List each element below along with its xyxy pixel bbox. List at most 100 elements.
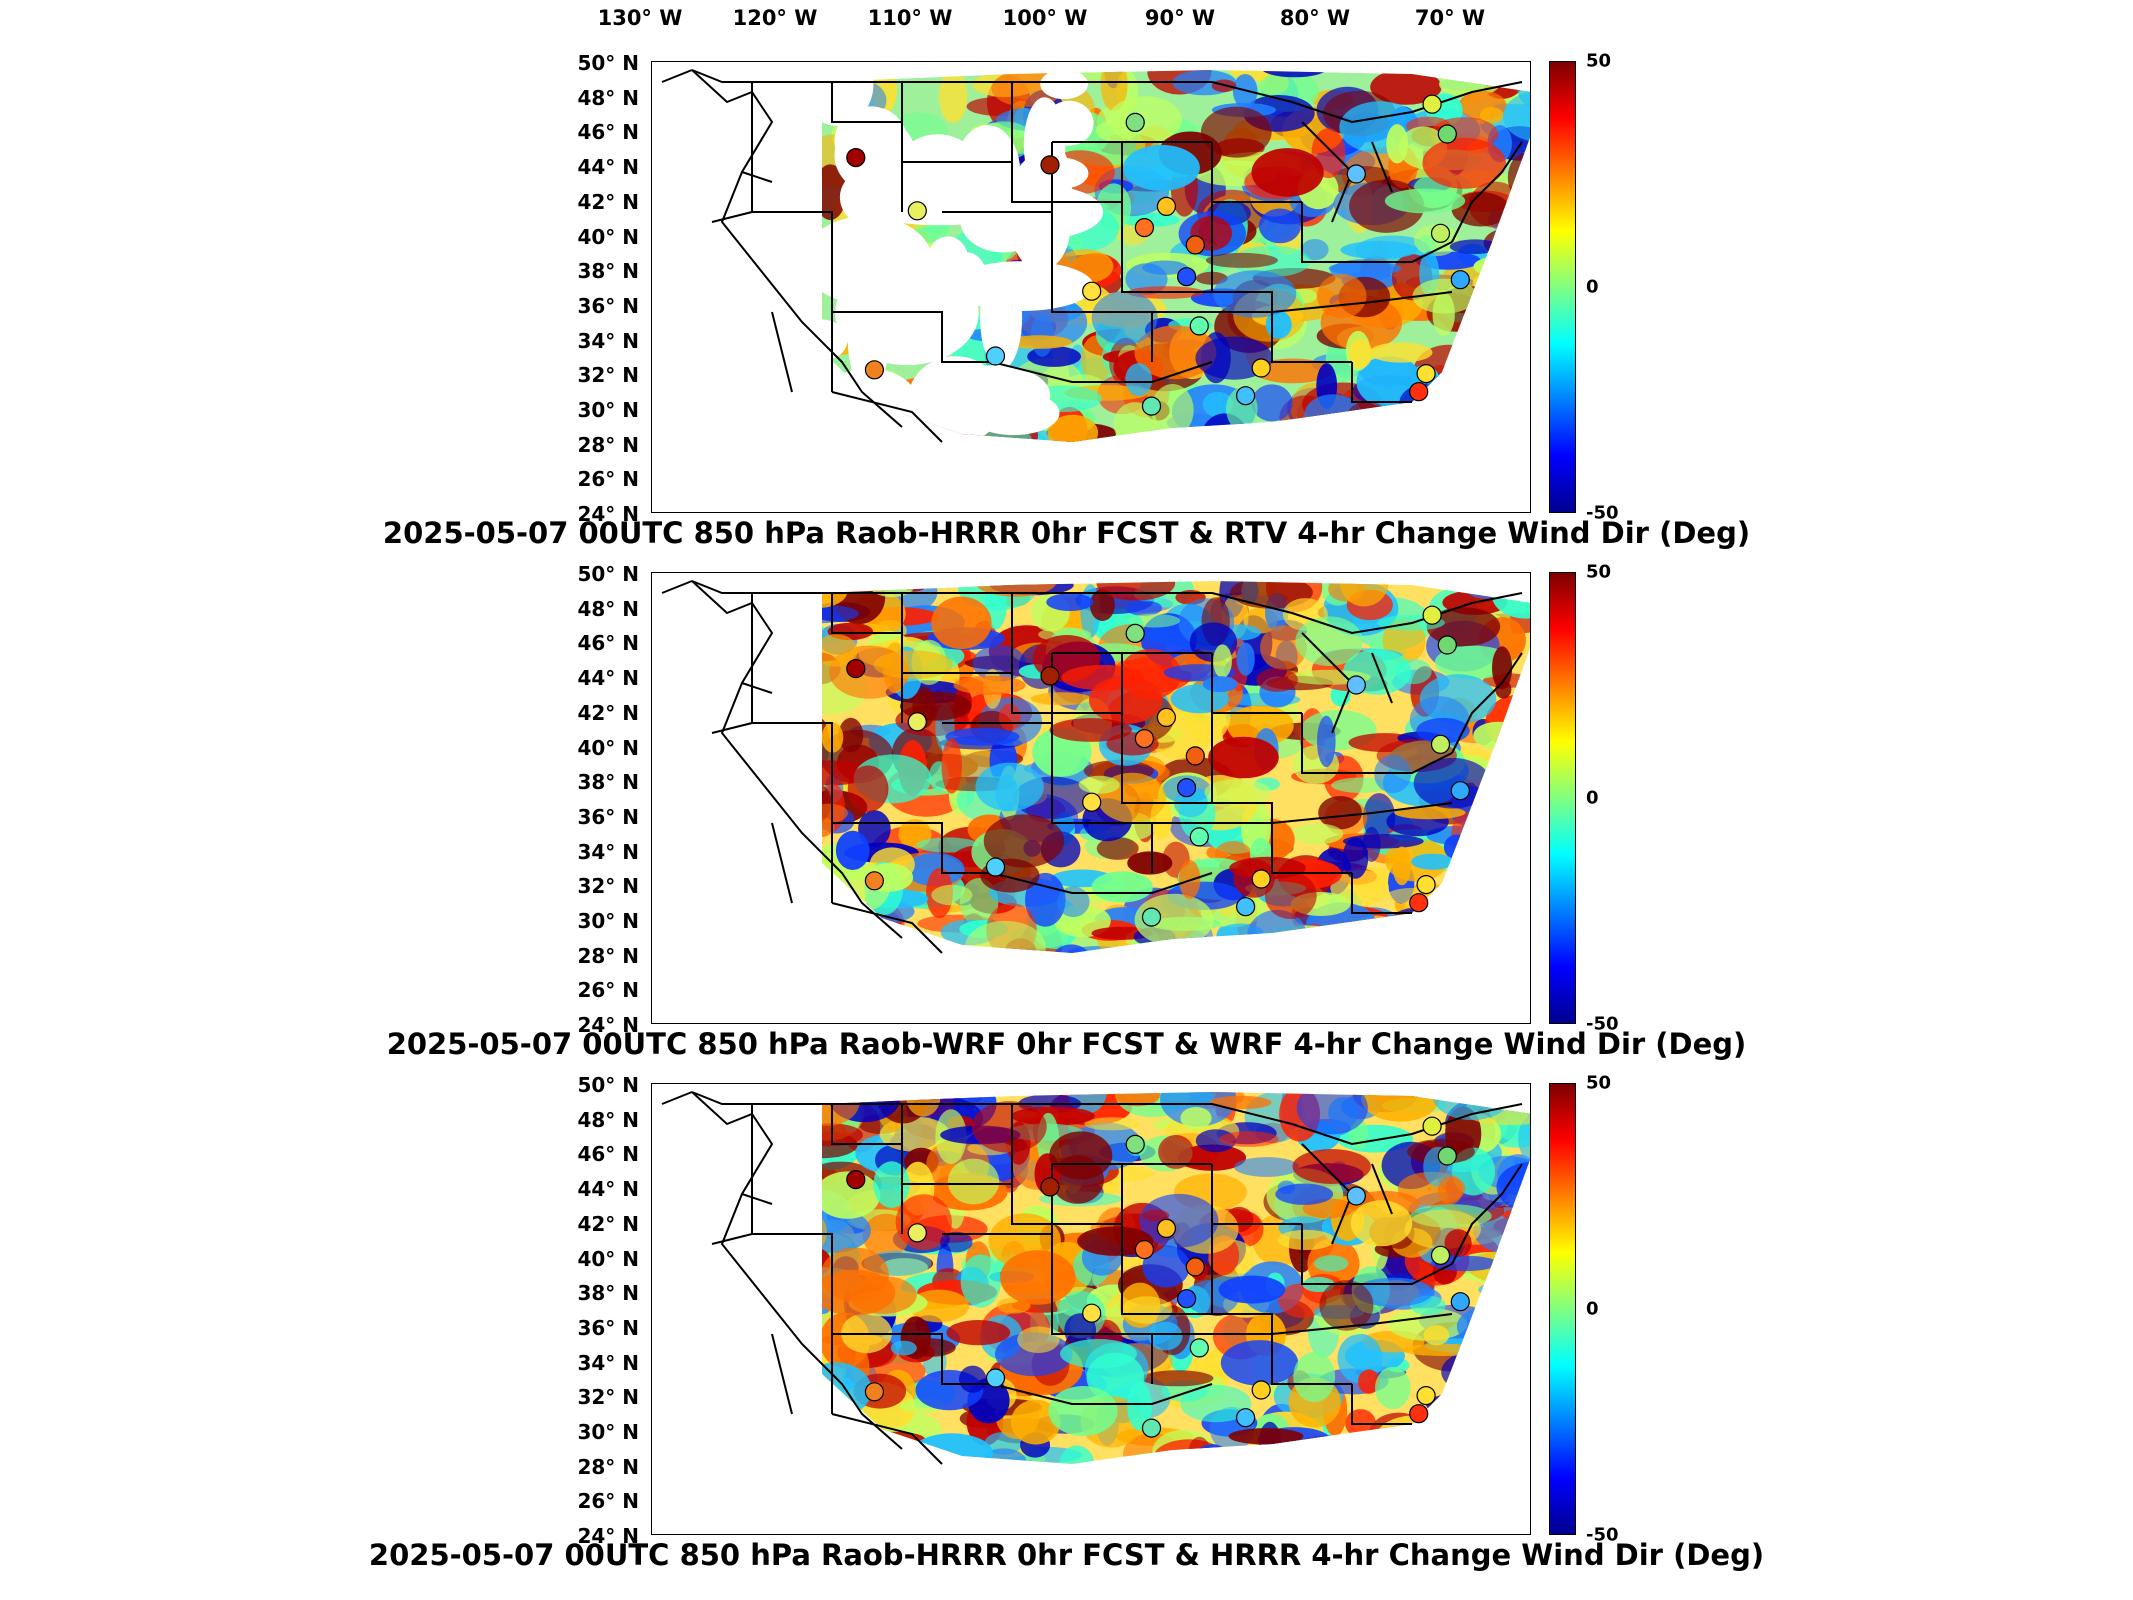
latitude-label: 40° N — [577, 735, 639, 760]
latitude-label: 42° N — [577, 1211, 639, 1236]
raob-station-marker — [985, 1368, 1006, 1388]
latitude-label: 42° N — [577, 189, 639, 214]
latitude-label: 50° N — [577, 51, 639, 75]
raob-station-marker — [1416, 364, 1436, 384]
raob-station-marker — [1176, 1289, 1197, 1309]
latitude-label: 34° N — [577, 839, 639, 864]
latitude-label: 48° N — [577, 85, 639, 110]
raob-station-marker — [846, 147, 866, 168]
latitude-label: 24° N — [577, 502, 639, 527]
raob-station-marker — [1176, 778, 1197, 798]
latitude-label: 48° N — [577, 1107, 639, 1132]
longitude-label: 100° W — [1002, 6, 1088, 30]
raob-station-marker — [1346, 164, 1366, 184]
latitude-label: 44° N — [577, 155, 639, 180]
latitude-label: 32° N — [577, 874, 639, 899]
raob-station-marker — [1430, 734, 1451, 754]
raob-station-marker — [1251, 869, 1271, 889]
latitude-label: 26° N — [577, 978, 639, 1003]
latitude-label: 26° N — [577, 1489, 639, 1514]
raob-station-marker — [864, 360, 884, 380]
map-plot-area — [651, 572, 1531, 1024]
raob-station-marker — [1125, 1134, 1145, 1155]
latitude-label: 28° N — [577, 943, 639, 968]
raob-station-marker — [1409, 1404, 1429, 1424]
raob-station-marker — [985, 857, 1006, 877]
raob-station-marker — [1156, 1218, 1177, 1238]
raob-station-marker — [1141, 396, 1162, 416]
raob-station-marker — [1422, 1116, 1442, 1136]
raob-station-marker — [1185, 1257, 1205, 1277]
latitude-label: 30° N — [577, 909, 639, 933]
raob-station-marker — [1450, 781, 1470, 801]
latitude-label: 30° N — [577, 398, 639, 422]
raob-station-marker — [1430, 1245, 1451, 1265]
latitude-label: 40° N — [577, 1246, 639, 1271]
map-panel-2: 50° N 48° N 46° N 44° N 42° N 40° N 38° N 36° N… — [0, 562, 2133, 1082]
raob-station-marker — [1235, 897, 1256, 917]
state-boundaries — [661, 1091, 1523, 1465]
raob-station-marker — [864, 871, 884, 891]
raob-station-marker — [1235, 1408, 1256, 1428]
latitude-label: 28° N — [577, 1454, 639, 1479]
raob-station-marker — [1040, 155, 1060, 175]
raob-station-marker — [864, 1382, 884, 1402]
latitude-label: 50° N — [577, 562, 639, 586]
raob-station-marker — [1082, 281, 1102, 301]
colorbar-tick-label: 50 — [1586, 561, 1612, 583]
raob-station-marker — [1430, 223, 1451, 243]
latitude-label: 36° N — [577, 804, 639, 829]
raob-station-marker — [1156, 707, 1177, 727]
raob-station-marker — [1134, 1240, 1154, 1260]
latitude-label: 34° N — [577, 1350, 639, 1375]
raob-station-marker — [1082, 1303, 1102, 1323]
raob-station-marker — [1125, 112, 1145, 133]
latitude-label: 36° N — [577, 1315, 639, 1340]
raob-station-marker — [1082, 792, 1102, 812]
raob-station-marker — [1189, 316, 1209, 336]
raob-station-marker — [1450, 1292, 1470, 1312]
latitude-label: 38° N — [577, 1281, 639, 1306]
colorbar — [1549, 61, 1576, 513]
raob-station-marker — [1346, 1186, 1366, 1206]
wind-direction-field — [661, 69, 1530, 443]
latitude-label: 34° N — [577, 328, 639, 353]
colorbar-tick-label: 50 — [1586, 1072, 1612, 1094]
latitude-label: 38° N — [577, 259, 639, 284]
longitude-label: 70° W — [1414, 6, 1486, 30]
latitude-label: 48° N — [577, 596, 639, 621]
raob-station-marker — [1189, 1338, 1209, 1358]
colorbar-tick-label: 0 — [1586, 787, 1599, 809]
raob-station-marker — [846, 1169, 866, 1190]
latitude-label: 40° N — [577, 224, 639, 249]
raob-station-marker — [1437, 635, 1457, 655]
raob-station-marker — [907, 712, 927, 732]
raob-station-marker — [1141, 1418, 1162, 1438]
longitude-label: 90° W — [1144, 6, 1216, 30]
raob-station-marker — [985, 346, 1006, 366]
latitude-label: 38° N — [577, 770, 639, 795]
raob-station-marker — [1189, 827, 1209, 847]
raob-station-marker — [1251, 1380, 1271, 1400]
raob-station-marker — [1040, 666, 1060, 686]
raob-station-marker — [1437, 124, 1457, 144]
map-plot-area — [651, 61, 1531, 513]
raob-station-marker — [1450, 270, 1470, 290]
colorbar-tick-label: 50 — [1586, 50, 1612, 72]
raob-station-marker — [1156, 196, 1177, 216]
colorbar-tick-label: -50 — [1586, 502, 1619, 524]
colorbar — [1549, 572, 1576, 1024]
raob-station-marker — [907, 201, 927, 221]
raob-station-marker — [1422, 605, 1442, 625]
latitude-label: 46° N — [577, 631, 639, 656]
colorbar-tick-label: -50 — [1586, 1013, 1619, 1035]
longitude-label: 110° W — [867, 6, 953, 30]
map-plot-area — [651, 1083, 1531, 1535]
latitude-label: 44° N — [577, 1177, 639, 1202]
panel-title: 2025-05-07 00UTC 850 hPa Raob-HRRR 0hr F… — [368, 1538, 1765, 1572]
colorbar — [1549, 1083, 1576, 1535]
latitude-label: 36° N — [577, 293, 639, 318]
latitude-label: 46° N — [577, 120, 639, 145]
raob-station-marker — [1346, 675, 1366, 695]
state-boundaries — [661, 580, 1523, 954]
